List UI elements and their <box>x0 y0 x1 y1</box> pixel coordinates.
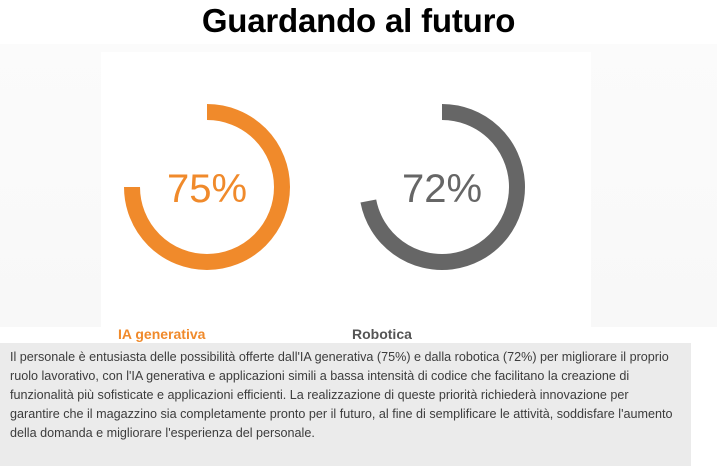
legend-label-robotica: Robotica <box>352 326 412 342</box>
title-background <box>0 0 717 44</box>
page-title: Guardando al futuro <box>201 2 516 39</box>
description-text: Il personale è entusiasta delle possibil… <box>0 343 691 466</box>
donut-value-ia-generativa: 75% <box>167 167 247 211</box>
donut-arc-ia-generativa <box>124 104 290 270</box>
donut-arc-robotica <box>360 104 525 270</box>
legend-label-ia-generativa: IA generativa <box>118 326 206 342</box>
donut-value-robotica: 72% <box>402 167 482 211</box>
